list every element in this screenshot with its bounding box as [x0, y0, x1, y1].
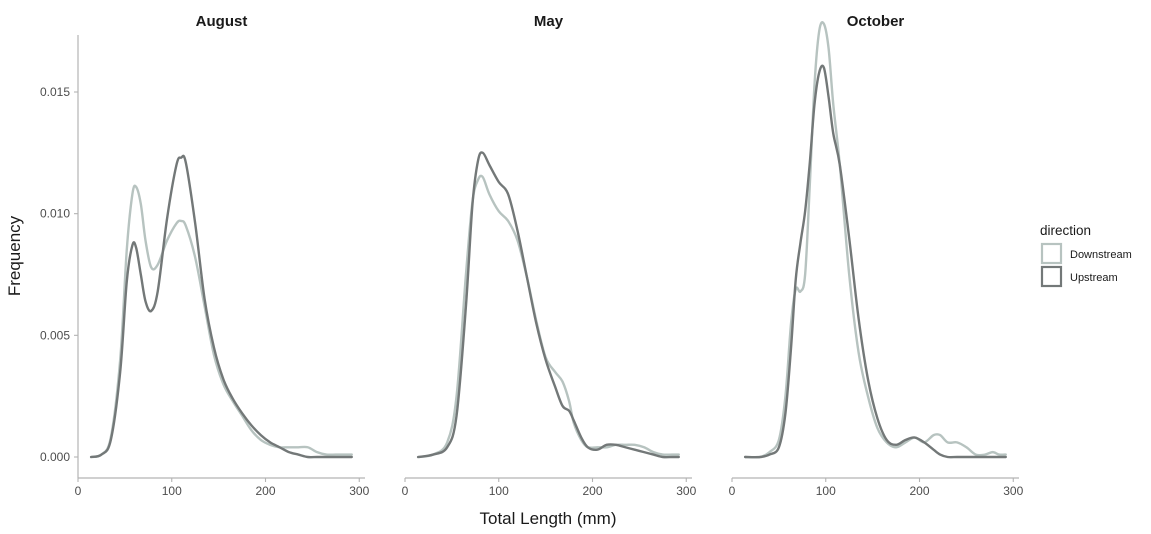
x-tick-label: 0: [729, 484, 736, 498]
legend-key-downstream: [1040, 242, 1063, 265]
density-line-downstream: [89, 184, 353, 459]
facet-panel-august: August 0 100 200 300: [75, 13, 370, 498]
x-tick-label: 0: [75, 484, 82, 498]
density-line-downstream: [743, 21, 1007, 459]
x-tick-label: 300: [676, 484, 696, 498]
y-axis: 0.000 0.005 0.010 0.015: [40, 35, 79, 478]
x-tick-label: 100: [489, 484, 509, 498]
facet-panel-may: May 0 100 200 300: [402, 13, 697, 498]
y-axis-title: Frequency: [5, 215, 24, 296]
density-line-upstream: [743, 64, 1007, 459]
x-tick-label: 200: [582, 484, 602, 498]
legend-key-upstream: [1040, 265, 1063, 288]
y-tick-label: 0.010: [40, 207, 70, 221]
x-tick-label: 200: [255, 484, 275, 498]
x-tick-label: 100: [816, 484, 836, 498]
facet-title: October: [847, 13, 905, 30]
facet-panel-october: October 0 100 200 300: [729, 13, 1024, 498]
legend: direction Downstream Upstream: [1040, 223, 1132, 288]
x-tick-label: 200: [909, 484, 929, 498]
legend-label-upstream: Upstream: [1070, 272, 1118, 284]
y-tick-label: 0.000: [40, 450, 70, 464]
legend-title: direction: [1040, 223, 1091, 238]
density-line-upstream: [89, 154, 353, 459]
facet-title: May: [534, 13, 564, 30]
x-tick-label: 0: [402, 484, 409, 498]
y-tick-label: 0.015: [40, 85, 70, 99]
x-tick-label: 300: [1003, 484, 1023, 498]
legend-label-downstream: Downstream: [1070, 249, 1132, 261]
density-line-upstream: [416, 151, 680, 459]
x-axis-title: Total Length (mm): [480, 509, 617, 528]
y-tick-label: 0.005: [40, 328, 70, 342]
facet-title: August: [196, 13, 248, 30]
x-tick-label: 300: [349, 484, 369, 498]
x-tick-label: 100: [162, 484, 182, 498]
chart-panels: August 0 100 200 300 May 0 100 200 300 October 0 100…: [75, 13, 1024, 498]
